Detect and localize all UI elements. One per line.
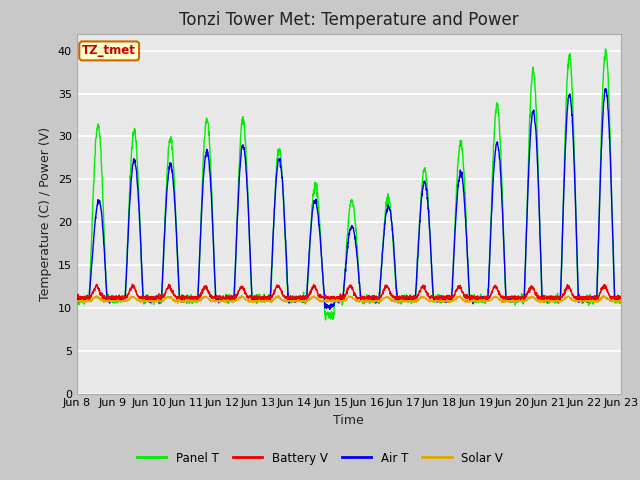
Air T	[617, 295, 625, 301]
Air T	[326, 307, 333, 312]
Y-axis label: Temperature (C) / Power (V): Temperature (C) / Power (V)	[39, 127, 52, 300]
Battery V	[508, 294, 515, 300]
Air T	[365, 295, 372, 301]
Solar V	[173, 300, 181, 306]
Panel T	[376, 279, 384, 285]
Panel T	[569, 109, 577, 115]
Panel T	[584, 295, 592, 300]
Solar V	[73, 299, 81, 304]
Battery V	[617, 294, 625, 300]
Panel T	[322, 317, 330, 323]
Solar V	[617, 297, 625, 302]
Line: Solar V: Solar V	[77, 295, 621, 303]
Battery V	[225, 295, 232, 301]
Title: Tonzi Tower Met: Temperature and Power: Tonzi Tower Met: Temperature and Power	[179, 11, 518, 29]
Battery V	[397, 298, 405, 304]
Solar V	[376, 299, 384, 304]
Panel T	[617, 299, 625, 305]
Air T	[507, 299, 515, 305]
Solar V	[365, 298, 372, 303]
Air T	[73, 296, 81, 301]
Air T	[569, 132, 577, 137]
Solar V	[507, 298, 515, 303]
Panel T	[507, 297, 515, 302]
Legend: Panel T, Battery V, Air T, Solar V: Panel T, Battery V, Air T, Solar V	[132, 447, 508, 469]
Text: TZ_tmet: TZ_tmet	[82, 44, 136, 58]
Battery V	[73, 295, 81, 301]
Solar V	[600, 292, 607, 298]
Panel T	[365, 294, 372, 300]
Solar V	[584, 299, 592, 305]
Battery V	[376, 295, 384, 301]
Panel T	[225, 300, 232, 306]
Air T	[602, 86, 610, 92]
Panel T	[602, 46, 609, 52]
Solar V	[225, 298, 232, 304]
Battery V	[584, 294, 592, 300]
Air T	[225, 296, 232, 301]
Line: Air T: Air T	[77, 89, 621, 310]
X-axis label: Time: Time	[333, 414, 364, 427]
Line: Battery V: Battery V	[77, 284, 621, 301]
Air T	[376, 277, 384, 283]
Battery V	[129, 281, 136, 287]
Battery V	[365, 294, 372, 300]
Battery V	[570, 293, 577, 299]
Solar V	[569, 297, 577, 303]
Line: Panel T: Panel T	[77, 49, 621, 320]
Air T	[584, 296, 592, 301]
Panel T	[73, 297, 81, 302]
